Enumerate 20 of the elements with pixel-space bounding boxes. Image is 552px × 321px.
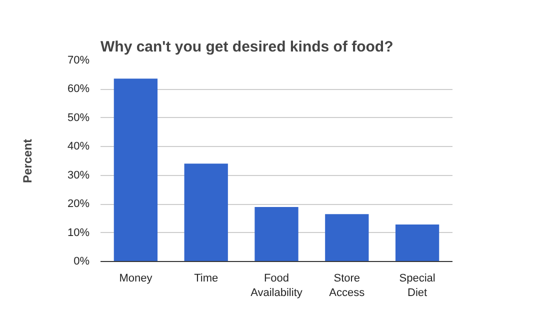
y-tick-label: 70%	[67, 54, 90, 66]
x-tick-label: Food Availability	[250, 272, 303, 299]
y-tick-label: 40%	[67, 140, 90, 153]
x-tick-label: Money	[119, 272, 153, 284]
bar	[184, 164, 228, 262]
chart-title: Why can't you get desired kinds of food?	[100, 38, 394, 56]
y-tick-label: 30%	[67, 169, 90, 182]
y-axis-title: Percent	[20, 138, 34, 184]
bar	[114, 78, 158, 262]
x-tick-label: Special Diet	[399, 272, 436, 299]
y-tick-label: 10%	[67, 226, 90, 239]
x-tick-label: Store Access	[329, 272, 366, 299]
bar	[325, 214, 369, 262]
bar	[254, 206, 298, 262]
y-tick-label: 20%	[67, 198, 90, 210]
y-tick-label: 50%	[67, 112, 90, 124]
y-tick-label: 60%	[67, 83, 90, 96]
x-tick-label: Time	[194, 272, 218, 284]
y-tick-label: 0%	[74, 256, 90, 268]
bar	[395, 224, 440, 262]
